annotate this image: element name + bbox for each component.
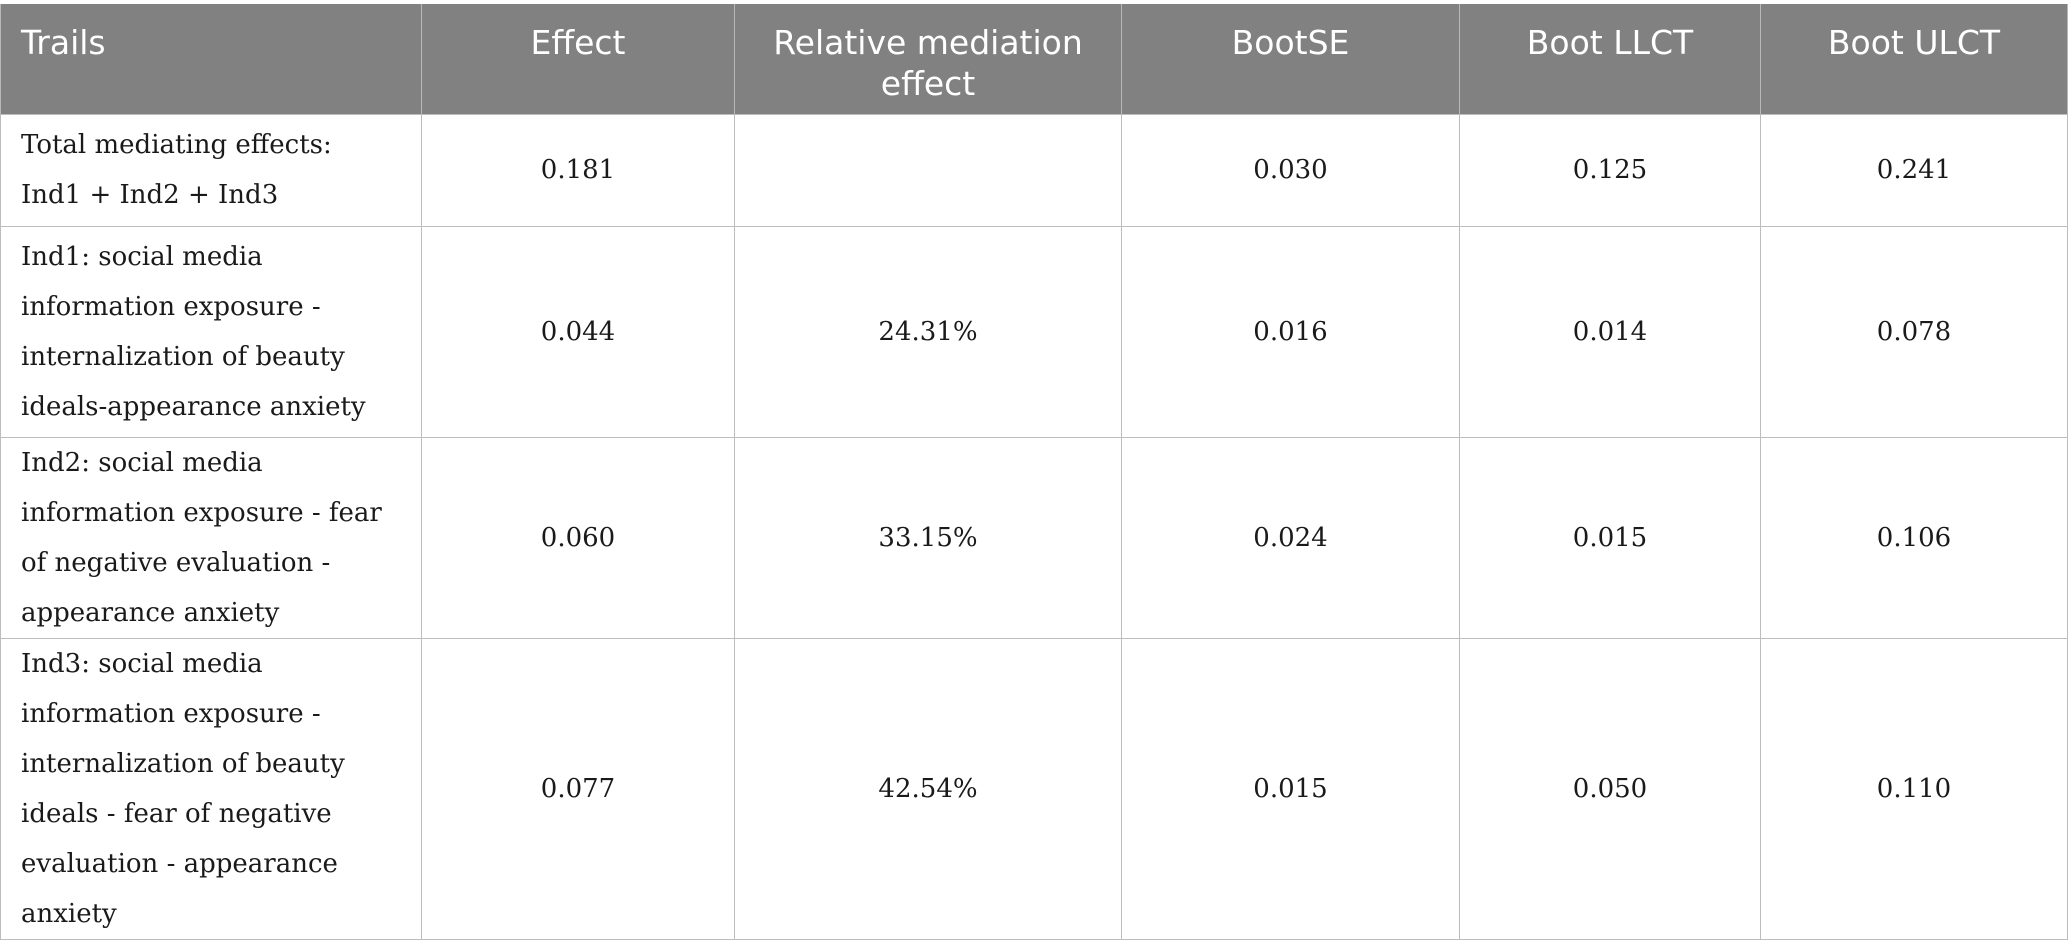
table-header: Trails Effect Relative mediation effect … — [0, 4, 2068, 114]
header-effect: Effect — [421, 4, 735, 114]
mediation-table-container: Trails Effect Relative mediation effect … — [0, 4, 2068, 940]
cell-trail: Ind1: social media information exposure … — [0, 225, 422, 438]
table-body: Total mediating effects: Ind1 + Ind2 + I… — [0, 113, 2068, 940]
table-row: Ind3: social media information exposure … — [0, 637, 2068, 940]
cell-relative — [734, 113, 1122, 227]
cell-llct: 0.014 — [1459, 225, 1761, 438]
cell-effect: 0.044 — [421, 225, 735, 438]
cell-ulct: 0.078 — [1760, 225, 2068, 438]
cell-relative: 33.15% — [734, 436, 1122, 639]
cell-trail: Ind2: social media information exposure … — [0, 436, 422, 639]
cell-effect: 0.077 — [421, 637, 735, 940]
header-boot-ulct: Boot ULCT — [1760, 4, 2068, 114]
cell-ulct: 0.106 — [1760, 436, 2068, 639]
cell-effect: 0.060 — [421, 436, 735, 639]
table-row: Total mediating effects: Ind1 + Ind2 + I… — [0, 113, 2068, 227]
cell-effect: 0.181 — [421, 113, 735, 227]
cell-trail: Total mediating effects: Ind1 + Ind2 + I… — [0, 113, 422, 227]
cell-bootse: 0.024 — [1121, 436, 1460, 639]
header-trails: Trails — [0, 4, 422, 114]
table-row: Ind2: social media information exposure … — [0, 436, 2068, 639]
cell-ulct: 0.241 — [1760, 113, 2068, 227]
cell-bootse: 0.016 — [1121, 225, 1460, 438]
cell-llct: 0.050 — [1459, 637, 1761, 940]
mediation-effects-table: Trails Effect Relative mediation effect … — [0, 4, 2068, 940]
header-row: Trails Effect Relative mediation effect … — [0, 4, 2068, 114]
header-bootse: BootSE — [1121, 4, 1460, 114]
cell-llct: 0.015 — [1459, 436, 1761, 639]
cell-trail: Ind3: social media information exposure … — [0, 637, 422, 940]
cell-bootse: 0.015 — [1121, 637, 1460, 940]
cell-ulct: 0.110 — [1760, 637, 2068, 940]
cell-relative: 24.31% — [734, 225, 1122, 438]
cell-relative: 42.54% — [734, 637, 1122, 940]
table-row: Ind1: social media information exposure … — [0, 225, 2068, 438]
header-relative-mediation-effect: Relative mediation effect — [734, 4, 1122, 114]
cell-llct: 0.125 — [1459, 113, 1761, 227]
trail-line: Ind1 + Ind2 + Ind3 — [21, 180, 279, 210]
header-boot-llct: Boot LLCT — [1459, 4, 1761, 114]
trail-line: Total mediating effects: — [21, 130, 332, 160]
cell-bootse: 0.030 — [1121, 113, 1460, 227]
